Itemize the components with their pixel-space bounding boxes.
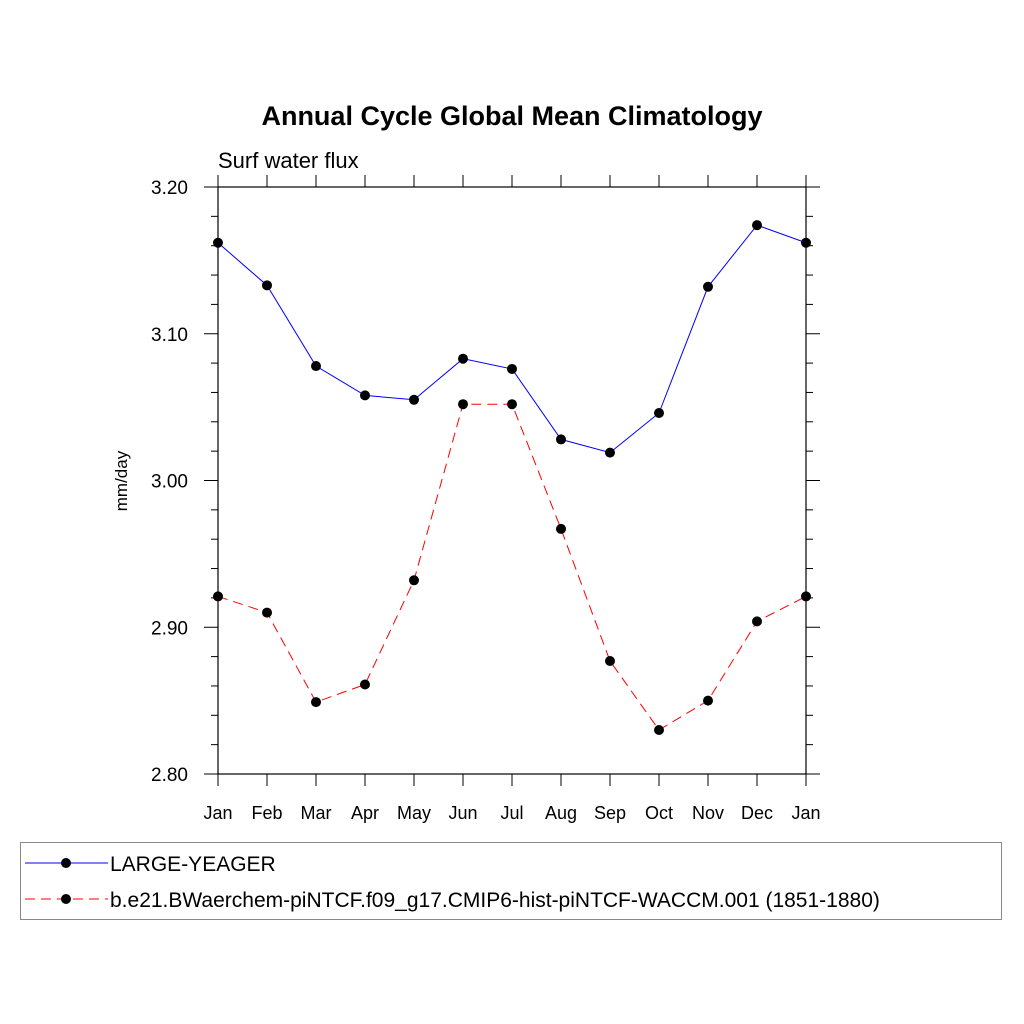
x-tick-label: Aug: [545, 803, 577, 823]
series-line-1: [217, 224, 807, 454]
data-point: [507, 363, 517, 374]
data-point: [654, 407, 664, 418]
x-tick-label: Apr: [351, 803, 379, 823]
data-point: [556, 523, 566, 534]
legend-label: b.e21.BWaerchem-piNTCF.f09_g17.CMIP6-his…: [110, 889, 880, 912]
data-point: [458, 399, 468, 410]
data-point: [360, 390, 370, 401]
data-point: [458, 353, 468, 364]
data-point: [262, 280, 272, 291]
x-tick-label: Mar: [301, 803, 332, 823]
data-point: [262, 607, 272, 618]
x-tick-label: Oct: [645, 803, 673, 823]
x-tick-label: Feb: [251, 803, 282, 823]
data-point: [409, 575, 419, 586]
y-tick-label: 3.10: [151, 325, 188, 346]
data-point: [360, 679, 370, 690]
x-tick-label: Jun: [448, 803, 477, 823]
data-point: [556, 434, 566, 445]
legend-swatch-marker: [61, 858, 71, 868]
data-point: [801, 591, 811, 602]
data-point: [654, 724, 664, 735]
data-point: [311, 697, 321, 708]
chart-subtitle: Surf water flux: [218, 148, 359, 173]
x-tick-label: May: [397, 803, 431, 823]
chart-title: Annual Cycle Global Mean Climatology: [261, 101, 762, 131]
legend-group: LARGE-YEAGER b.e21.BWaerchem-piNTCF.f09_g…: [25, 853, 880, 912]
x-tick-label: Jul: [500, 803, 523, 823]
y-axis-label: mm/day: [112, 450, 131, 511]
data-point: [703, 281, 713, 292]
legend-box: [20, 842, 1002, 920]
data-point: [213, 237, 223, 248]
x-tick-label: Jan: [791, 803, 820, 823]
data-point: [801, 237, 811, 248]
y-tick-label: 3.20: [151, 178, 188, 199]
data-point: [605, 447, 615, 458]
legend-label: LARGE-YEAGER: [110, 853, 276, 876]
axes-group: Jan Feb Mar Apr May Jun Jul Aug Sep Oct Nov Dec Jan 2…: [151, 175, 821, 823]
x-tick-label: Nov: [692, 803, 724, 823]
x-tick-label: Jan: [203, 803, 232, 823]
data-point: [311, 361, 321, 372]
y-tick-label: 2.80: [151, 765, 188, 786]
data-point: [409, 394, 419, 405]
x-tick-label: Dec: [741, 803, 773, 823]
data-point: [703, 695, 713, 706]
x-tick-label: Sep: [594, 803, 626, 823]
data-point: [752, 616, 762, 627]
data-point: [605, 656, 615, 667]
data-point: [213, 591, 223, 602]
series-line-2: [217, 403, 807, 731]
data-point: [752, 220, 762, 231]
data-point: [507, 399, 517, 410]
legend-swatch-marker: [61, 894, 71, 904]
y-tick-label: 3.00: [151, 472, 188, 493]
y-tick-label: 2.90: [151, 618, 188, 639]
series-group: [213, 220, 811, 735]
